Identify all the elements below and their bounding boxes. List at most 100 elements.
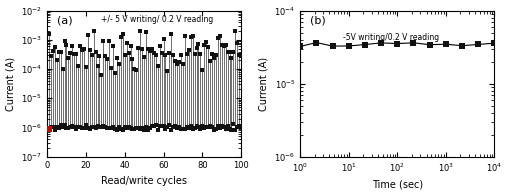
Point: [228, 129, 236, 132]
Point: [80, 47, 88, 50]
Point: [60, 123, 69, 127]
Point: [78, 49, 86, 52]
Point: [157, 51, 166, 54]
Point: [56, 124, 65, 127]
Point: [195, 43, 203, 46]
Point: [140, 128, 148, 131]
Point: [105, 126, 113, 129]
Point: [80, 127, 88, 130]
Point: [76, 126, 84, 129]
Point: [179, 127, 187, 130]
Point: [66, 52, 74, 55]
Point: [120, 125, 129, 129]
Point: [219, 126, 228, 129]
Point: [226, 51, 234, 54]
Point: [200, 127, 208, 130]
Point: [88, 54, 96, 57]
Point: [93, 65, 102, 68]
Point: [68, 45, 76, 48]
Point: [129, 128, 137, 131]
Point: [72, 52, 80, 56]
Point: [107, 127, 115, 130]
Point: [164, 69, 172, 73]
Point: [105, 39, 113, 42]
Point: [66, 125, 74, 129]
Point: [49, 125, 57, 129]
Point: [119, 129, 127, 132]
Point: [186, 124, 195, 128]
Point: [150, 51, 158, 54]
Point: [124, 52, 133, 55]
Point: [218, 43, 226, 46]
Point: [226, 127, 234, 130]
Point: [53, 125, 61, 128]
Point: [101, 125, 109, 129]
Point: [231, 30, 239, 33]
Point: [58, 126, 67, 129]
Point: [89, 126, 98, 129]
Point: [99, 124, 107, 128]
X-axis label: Read/write cycles: Read/write cycles: [101, 176, 187, 186]
Point: [150, 124, 158, 127]
Point: [169, 54, 177, 57]
Point: [169, 125, 177, 128]
Point: [51, 128, 59, 131]
Point: [68, 124, 76, 128]
Point: [109, 126, 117, 129]
Point: [93, 125, 102, 128]
Point: [65, 126, 73, 129]
Point: [142, 30, 150, 34]
Point: [115, 62, 123, 65]
Point: [88, 125, 96, 128]
Point: [138, 126, 146, 129]
Point: [181, 127, 189, 130]
Point: [47, 125, 55, 129]
Point: [56, 50, 65, 53]
Point: [86, 127, 94, 130]
Point: [101, 54, 109, 57]
Point: [393, 42, 401, 45]
Point: [99, 39, 107, 42]
Point: [98, 125, 106, 129]
Point: [228, 57, 236, 60]
Point: [186, 35, 195, 38]
Point: [221, 127, 230, 130]
Point: [111, 128, 119, 131]
Point: [140, 55, 148, 58]
Point: [312, 41, 321, 44]
Point: [47, 55, 55, 58]
Point: [84, 33, 92, 36]
Point: [122, 127, 131, 130]
Point: [212, 128, 220, 131]
Point: [70, 53, 78, 56]
Point: [122, 41, 131, 44]
Point: [136, 30, 144, 33]
Point: [103, 127, 111, 130]
Point: [91, 126, 100, 129]
Point: [206, 124, 214, 127]
Point: [155, 45, 164, 48]
Point: [173, 127, 181, 130]
Point: [96, 125, 104, 128]
Point: [152, 123, 160, 127]
Point: [62, 127, 71, 130]
Point: [113, 129, 121, 132]
Point: [153, 128, 162, 131]
Point: [237, 126, 245, 129]
Point: [132, 68, 140, 72]
Point: [103, 58, 111, 61]
Point: [165, 123, 173, 126]
Point: [109, 44, 117, 48]
Point: [162, 54, 170, 57]
Point: [212, 53, 220, 56]
Text: +/- 5 V writing/ 0.2 V reading: +/- 5 V writing/ 0.2 V reading: [102, 15, 214, 24]
Point: [160, 38, 168, 41]
Point: [76, 44, 84, 47]
Point: [229, 51, 237, 54]
Point: [206, 59, 214, 63]
Point: [70, 125, 78, 128]
Point: [426, 43, 434, 46]
Point: [224, 124, 232, 128]
Point: [152, 53, 160, 56]
Point: [157, 124, 166, 127]
